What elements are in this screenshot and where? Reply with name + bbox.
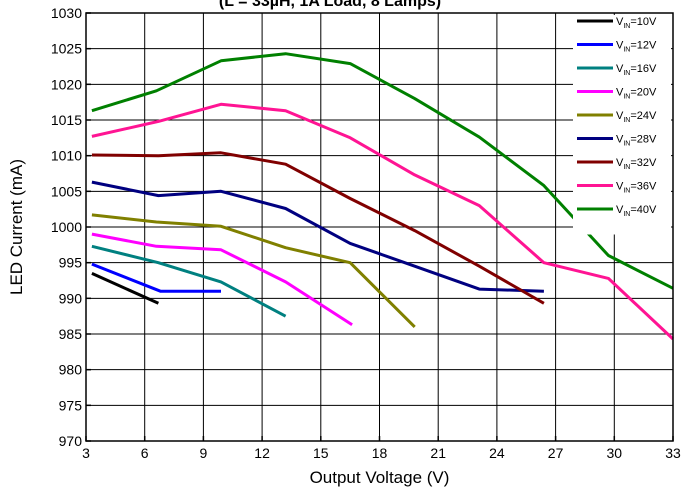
legend-label-subscript: IN bbox=[623, 188, 630, 195]
legend-label-subscript: IN bbox=[623, 94, 630, 101]
legend-label: VIN=20V bbox=[616, 87, 657, 101]
x-tick-label: 21 bbox=[430, 445, 446, 461]
x-tick-label: 6 bbox=[141, 445, 149, 461]
legend-label: VIN=16V bbox=[616, 63, 657, 77]
legend-label: VIN=10V bbox=[616, 16, 657, 30]
legend-label-subscript: IN bbox=[623, 211, 630, 218]
y-tick-label: 970 bbox=[59, 433, 83, 449]
legend-label: VIN=40V bbox=[616, 204, 657, 218]
y-tick-label: 1020 bbox=[51, 76, 82, 92]
legend-label-tail: =40V bbox=[630, 204, 657, 216]
legend-label-tail: =36V bbox=[630, 181, 657, 193]
series-line-10v bbox=[91, 272, 160, 305]
series-line-32v bbox=[91, 151, 545, 305]
legend-label-main: V bbox=[616, 16, 624, 28]
y-tick-label: 1025 bbox=[51, 41, 82, 57]
y-tick-label: 990 bbox=[59, 290, 83, 306]
series-line-20v bbox=[91, 232, 353, 326]
legend-label-tail: =10V bbox=[630, 16, 657, 28]
x-tick-label: 3 bbox=[82, 445, 90, 461]
legend-label-subscript: IN bbox=[623, 23, 630, 30]
y-tick-label: 975 bbox=[59, 397, 83, 413]
y-tick-label: 1010 bbox=[51, 148, 82, 164]
series-line-12v bbox=[91, 262, 221, 293]
legend-label-main: V bbox=[616, 181, 624, 193]
x-tick-label: 30 bbox=[607, 445, 623, 461]
legend-label-main: V bbox=[616, 204, 624, 216]
legend-label-subscript: IN bbox=[623, 47, 630, 54]
legend-label-main: V bbox=[616, 157, 624, 169]
legend-label-subscript: IN bbox=[623, 70, 630, 77]
x-tick-label: 33 bbox=[665, 445, 681, 461]
legend-label-main: V bbox=[616, 40, 624, 52]
series-line-16v bbox=[91, 244, 287, 318]
legend-label: VIN=12V bbox=[616, 40, 657, 54]
legend-label: VIN=28V bbox=[616, 134, 657, 148]
legend-label: VIN=32V bbox=[616, 157, 657, 171]
legend-box bbox=[573, 15, 671, 235]
x-tick-label: 15 bbox=[313, 445, 329, 461]
legend-label: VIN=24V bbox=[616, 110, 657, 124]
x-tick-label: 27 bbox=[548, 445, 564, 461]
y-tick-label: 1000 bbox=[51, 219, 82, 235]
legend-label-subscript: IN bbox=[623, 117, 630, 124]
chart-title: (L = 33µH, 1A Load, 8 Lamps) bbox=[219, 0, 441, 10]
y-tick-label: 985 bbox=[59, 326, 83, 342]
legend-label-main: V bbox=[616, 87, 624, 99]
y-tick-label: 980 bbox=[59, 362, 83, 378]
legend-label-main: V bbox=[616, 110, 624, 122]
series-line-24v bbox=[91, 213, 416, 328]
x-tick-label: 24 bbox=[489, 445, 505, 461]
legend-label: VIN=36V bbox=[616, 181, 657, 195]
y-tick-label: 995 bbox=[59, 255, 83, 271]
y-tick-label: 1015 bbox=[51, 112, 82, 128]
legend-label-main: V bbox=[616, 134, 624, 146]
series-line-28v bbox=[91, 180, 544, 293]
y-tick-label: 1030 bbox=[51, 5, 82, 21]
y-tick-label: 1005 bbox=[51, 183, 82, 199]
legend-label-tail: =12V bbox=[630, 40, 657, 52]
x-tick-label: 9 bbox=[200, 445, 208, 461]
legend-label-subscript: IN bbox=[623, 141, 630, 148]
x-tick-label: 12 bbox=[254, 445, 270, 461]
y-axis-title: LED Current (mA) bbox=[7, 159, 26, 295]
legend-label-subscript: IN bbox=[623, 164, 630, 171]
legend-label-tail: =32V bbox=[630, 157, 657, 169]
series-line-36v bbox=[91, 102, 675, 341]
legend-label-tail: =24V bbox=[630, 110, 657, 122]
legend-label-main: V bbox=[616, 63, 624, 75]
legend-label-tail: =20V bbox=[630, 87, 657, 99]
x-axis-title: Output Voltage (V) bbox=[310, 468, 450, 487]
x-tick-label: 18 bbox=[372, 445, 388, 461]
legend-label-tail: =28V bbox=[630, 134, 657, 146]
legend-label-tail: =16V bbox=[630, 63, 657, 75]
